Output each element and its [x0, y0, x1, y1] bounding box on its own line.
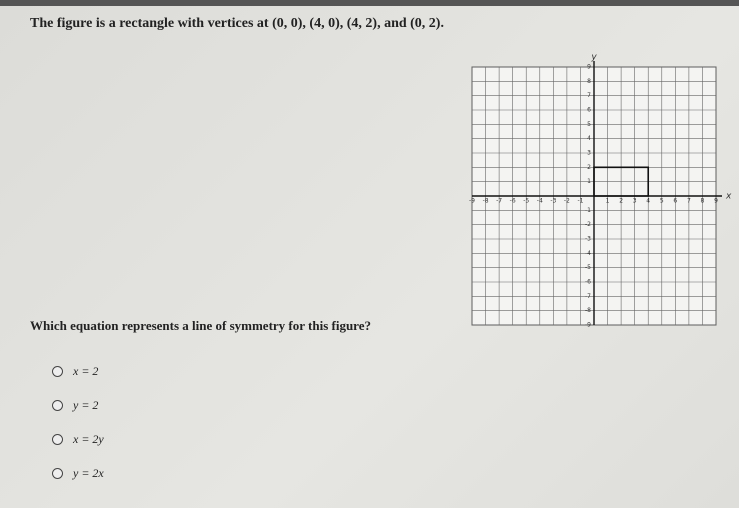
x-tick-label: 6 [673, 198, 677, 205]
x-tick-label: -3 [550, 198, 556, 205]
option[interactable]: x = 2 [52, 364, 98, 379]
radio-button[interactable] [52, 366, 63, 377]
y-tick-label: 8 [587, 78, 591, 85]
option[interactable]: x = 2y [52, 432, 104, 447]
top-bar [0, 0, 739, 6]
x-tick-label: 9 [714, 198, 718, 205]
y-tick-label: -4 [585, 250, 591, 257]
option-label: y = 2x [73, 466, 104, 480]
y-tick-label: 5 [587, 121, 591, 128]
option[interactable]: y = 2x [52, 466, 104, 481]
y-tick-label: -7 [585, 293, 591, 300]
y-tick-label: -8 [585, 307, 591, 314]
y-tick-label: 3 [587, 150, 591, 157]
y-tick-label: 1 [587, 178, 591, 185]
y-tick-label: 9 [587, 64, 591, 71]
x-tick-label: -5 [523, 198, 529, 205]
radio-button[interactable] [52, 400, 63, 411]
x-tick-label: 4 [646, 198, 650, 205]
y-tick-label: -5 [585, 264, 591, 271]
y-axis-label: y [590, 53, 597, 63]
x-tick-label: -8 [483, 198, 489, 205]
x-tick-label: -1 [577, 198, 583, 205]
ask: Which equation represents a line of symm… [30, 318, 371, 333]
x-tick-label: -2 [564, 198, 570, 205]
x-tick-label: 7 [687, 198, 691, 205]
rectangle [593, 166, 650, 197]
x-tick-label: 3 [633, 198, 637, 205]
y-tick-label: -3 [585, 236, 591, 243]
radio-button[interactable] [52, 468, 63, 479]
x-tick-label: -7 [496, 198, 502, 205]
y-tick-label: -1 [585, 207, 591, 214]
prompt: The figure is a rectangle with vertices … [30, 16, 444, 31]
x-tick-label: -4 [537, 198, 543, 205]
y-tick-label: 2 [587, 164, 591, 171]
x-tick-label: 1 [606, 198, 610, 205]
x-tick-label: 2 [619, 198, 623, 205]
y-tick-label: -2 [585, 221, 591, 228]
radio-button[interactable] [52, 434, 63, 445]
y-tick-label: -6 [585, 279, 591, 286]
x-tick-label: -6 [510, 198, 516, 205]
option-label: x = 2 [73, 364, 99, 378]
option-label: y = 2 [73, 398, 99, 412]
x-tick-label: -9 [469, 198, 475, 205]
x-tick-label: 8 [701, 198, 705, 205]
option[interactable]: y = 2 [52, 398, 98, 413]
y-tick-label: 7 [587, 92, 591, 99]
y-tick-label: 4 [587, 135, 591, 142]
option-label: x = 2y [73, 432, 104, 446]
x-axis-label: x [725, 192, 732, 202]
y-tick-label: -9 [585, 322, 591, 329]
y-tick-label: 6 [587, 107, 591, 114]
x-tick-label: 5 [660, 198, 664, 205]
